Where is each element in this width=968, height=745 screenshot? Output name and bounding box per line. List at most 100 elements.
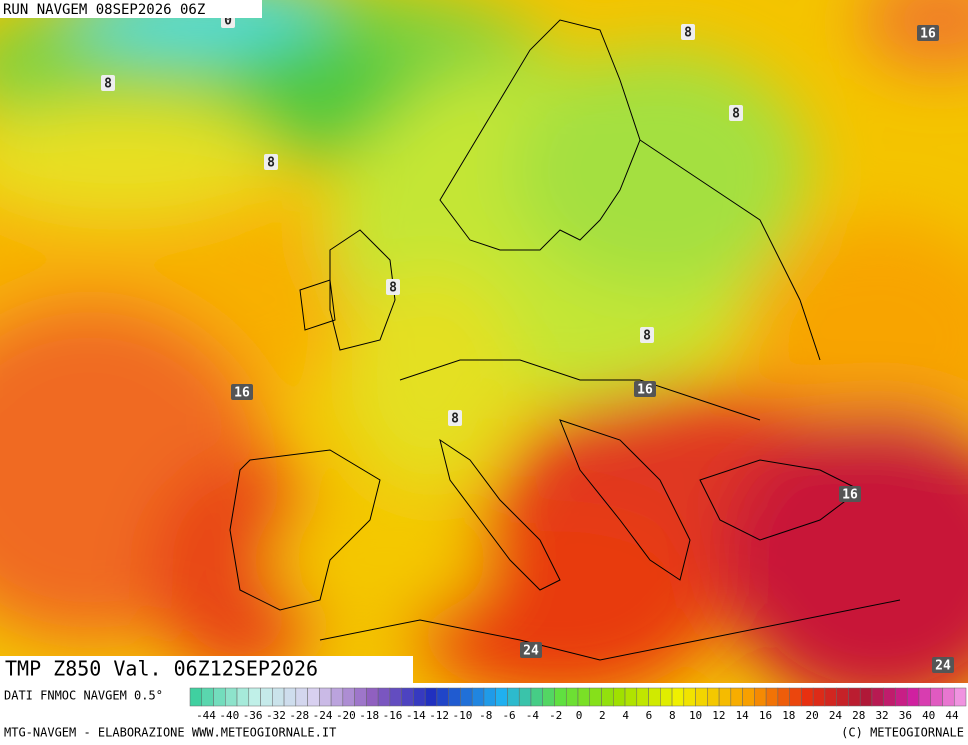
legend-label: -2 — [549, 709, 562, 722]
contour-label: 8 — [732, 107, 740, 122]
legend-swatch — [859, 687, 873, 707]
legend-swatch — [272, 687, 285, 707]
legend-swatch — [518, 687, 532, 707]
legend-swatch — [377, 687, 391, 707]
legend-label: -6 — [502, 709, 515, 722]
legend-source: DATI FNMOC NAVGEM 0.5° — [4, 689, 163, 703]
footer-left: MTG-NAVGEM - ELABORAZIONE WWW.METEOGIORN… — [4, 726, 336, 740]
contour-label: 16 — [920, 27, 936, 42]
legend-label: 14 — [736, 709, 750, 722]
legend-swatch — [507, 687, 520, 707]
contour-label-box — [264, 154, 278, 170]
contour-label-box — [681, 24, 695, 40]
legend-swatch — [319, 687, 332, 707]
legend-swatch — [883, 687, 896, 707]
legend-swatch — [436, 687, 449, 707]
contour-label-box — [520, 642, 542, 658]
legend-swatch — [236, 687, 250, 707]
legend-swatch — [366, 687, 379, 707]
contour-label: 24 — [935, 659, 951, 674]
contour-label-box — [231, 384, 253, 400]
legend-swatch — [660, 687, 673, 707]
legend-swatch — [201, 687, 214, 707]
contour-label: 0 — [224, 14, 232, 29]
legend-swatch — [248, 687, 261, 707]
legend-swatch — [648, 687, 661, 707]
legend-label: 2 — [599, 709, 606, 722]
legend-label: -14 — [406, 709, 426, 722]
contour-label: 16 — [842, 488, 858, 503]
legend-label: -20 — [336, 709, 356, 722]
contour-label-box — [448, 410, 462, 426]
contour-label: 8 — [643, 329, 651, 344]
legend-swatch — [577, 687, 591, 707]
contour-label: 8 — [684, 26, 692, 41]
legend-label: -28 — [289, 709, 309, 722]
legend-swatch — [777, 687, 790, 707]
contour-label: 24 — [523, 644, 539, 659]
legend-swatch — [589, 687, 602, 707]
legend-label: 36 — [899, 709, 912, 722]
run-label: RUN NAVGEM 08SEP2026 06Z — [3, 2, 205, 18]
contour-label: 8 — [267, 156, 275, 171]
legend-swatch — [260, 687, 273, 707]
legend-swatch — [330, 687, 344, 707]
legend-swatch — [213, 687, 226, 707]
legend-label: 4 — [622, 709, 629, 722]
legend-label: 44 — [945, 709, 959, 722]
legend-swatch — [953, 687, 967, 707]
legend-swatch — [460, 687, 473, 707]
legend-swatch — [530, 687, 543, 707]
legend-swatch — [707, 687, 720, 707]
legend-label: -36 — [243, 709, 263, 722]
legend-swatch — [225, 687, 238, 707]
legend-swatch — [413, 687, 426, 707]
legend-swatch — [448, 687, 461, 707]
contour-label-box — [729, 105, 743, 121]
legend-swatch — [601, 687, 614, 707]
legend-swatch — [307, 687, 320, 707]
legend-swatch — [730, 687, 743, 707]
legend-label: -8 — [479, 709, 492, 722]
title-box — [0, 656, 413, 683]
contour-label: 16 — [234, 386, 250, 401]
header-box — [0, 0, 262, 18]
legend-swatch — [554, 687, 567, 707]
legend-swatch — [930, 687, 943, 707]
legend-label: -44 — [196, 709, 216, 722]
legend-swatch — [483, 687, 496, 707]
legend-label: -32 — [266, 709, 286, 722]
legend-label: -12 — [429, 709, 449, 722]
contour-label-box — [634, 381, 656, 397]
legend-label: -40 — [219, 709, 239, 722]
legend-label: 12 — [712, 709, 725, 722]
legend-label: 18 — [782, 709, 795, 722]
legend-swatch — [718, 687, 732, 707]
legend-label: -10 — [453, 709, 473, 722]
legend-label: 8 — [669, 709, 676, 722]
legend-swatch — [871, 687, 884, 707]
legend-swatch — [354, 687, 367, 707]
legend-swatch — [695, 687, 708, 707]
legend-swatch — [789, 687, 802, 707]
contour-label-box — [101, 75, 115, 91]
legend-swatch — [424, 687, 438, 707]
legend-swatch — [401, 687, 414, 707]
legend-swatch — [895, 687, 908, 707]
legend-swatch — [942, 687, 955, 707]
legend-label: -16 — [383, 709, 403, 722]
temperature-map — [0, 0, 968, 683]
legend-label: -4 — [526, 709, 540, 722]
legend-swatch — [742, 687, 755, 707]
legend-swatch — [906, 687, 920, 707]
contour-label-box — [917, 25, 939, 41]
legend-swatch — [683, 687, 696, 707]
coastlines — [229, 19, 901, 661]
contour-label-box — [839, 486, 861, 502]
legend-swatch — [765, 687, 779, 707]
legend-swatch — [754, 687, 767, 707]
legend-swatch — [565, 687, 579, 707]
contour-label-box — [640, 327, 654, 343]
legend-label: 28 — [852, 709, 865, 722]
footer-right: (C) METEOGIORNALE — [841, 726, 964, 740]
